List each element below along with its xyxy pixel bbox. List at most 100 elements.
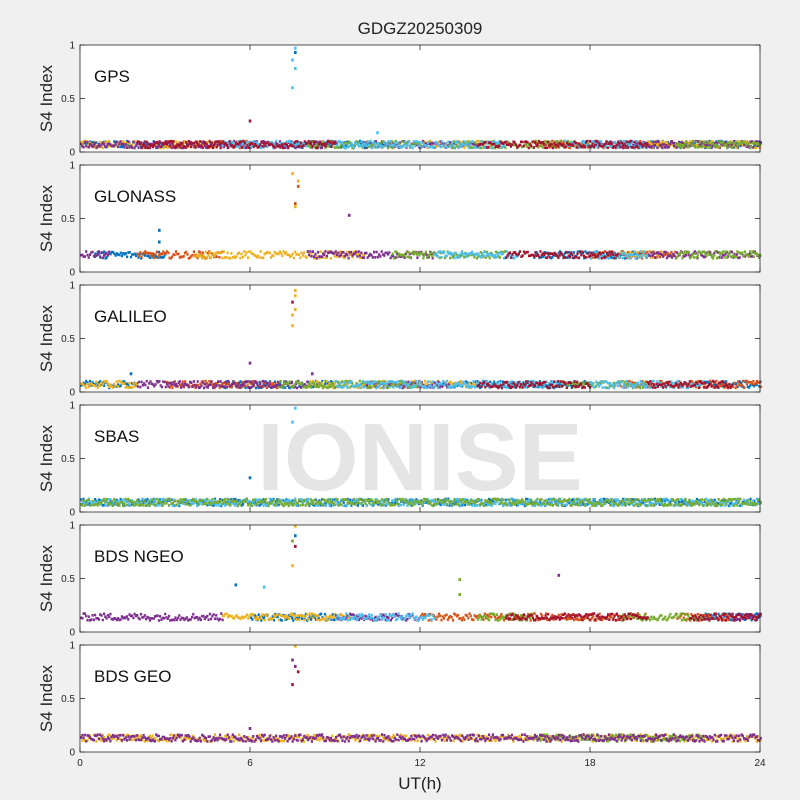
data-point — [129, 372, 133, 376]
y-tick-label: 0 — [69, 268, 75, 279]
x-tick-label: 18 — [584, 758, 596, 769]
data-point — [248, 476, 252, 480]
data-point — [376, 131, 379, 135]
y-tick-label: 0 — [69, 628, 75, 639]
series-trace — [505, 612, 762, 622]
data-point — [294, 202, 297, 205]
panel-label: BDS NGEO — [94, 547, 184, 566]
figure-title: GDGZ20250309 — [358, 19, 483, 38]
y-tick-label: 0 — [69, 388, 75, 399]
data-point — [347, 213, 351, 217]
data-point — [248, 119, 252, 123]
series-trace — [278, 379, 648, 390]
y-tick-label: 1 — [69, 521, 75, 532]
series-trace — [505, 250, 620, 260]
x-tick-label: 12 — [414, 758, 426, 769]
series-trace — [434, 250, 649, 260]
data-point — [296, 670, 300, 674]
x-tick-label: 6 — [247, 758, 253, 769]
data-point — [296, 179, 300, 183]
series-trace — [80, 497, 762, 508]
y-tick-label: 0.5 — [61, 94, 75, 105]
data-point — [294, 288, 297, 292]
panels: 0 0.5 1 S4 Index GPS 0 0.5 1 S4 Index GLONASS 0 0.5… — [37, 41, 763, 759]
data-point — [291, 564, 294, 568]
series-trace — [80, 733, 762, 743]
data-point — [294, 51, 297, 54]
series-trace — [335, 379, 705, 390]
data-point — [291, 683, 294, 687]
y-tick-label: 0.5 — [61, 694, 75, 705]
panel-bds-geo: 0 0.5 1 S4 Index BDS GEO — [37, 641, 762, 759]
data-point — [294, 644, 297, 648]
data-point — [291, 300, 294, 304]
panel-label: SBAS — [94, 427, 139, 446]
data-point — [248, 361, 252, 365]
data-point — [291, 86, 294, 90]
panel-sbas: 0 0.5 1 S4 Index SBAS — [37, 401, 762, 519]
panel-glonass: 0 0.5 1 S4 Index GLONASS — [37, 161, 762, 279]
panel-gps: 0 0.5 1 S4 Index GPS — [37, 41, 763, 159]
x-axis: 0 6 12 18 24 — [77, 758, 766, 769]
panel-label: GLONASS — [94, 187, 176, 206]
plot-area — [80, 285, 760, 392]
data-point — [294, 308, 297, 312]
data-point — [291, 172, 294, 176]
data-point — [294, 664, 297, 668]
y-tick-label: 0 — [69, 148, 75, 159]
data-point — [291, 313, 294, 317]
data-point — [291, 420, 294, 424]
x-axis-label: UT(h) — [398, 774, 441, 793]
series-trace — [476, 379, 733, 390]
x-tick-label: 0 — [77, 758, 83, 769]
data-point — [311, 372, 314, 376]
y-tick-label: 0.5 — [61, 574, 75, 585]
data-point — [158, 228, 161, 232]
data-point — [296, 184, 300, 188]
y-tick-label: 0.5 — [61, 214, 75, 225]
plot-area — [80, 405, 760, 512]
panel-label: GPS — [94, 67, 130, 86]
data-point — [294, 46, 297, 50]
series-trace — [335, 612, 436, 622]
data-point — [291, 658, 294, 662]
data-point — [294, 205, 297, 209]
y-axis-label: S4 Index — [37, 64, 56, 132]
panel-bds-ngeo: 0 0.5 1 S4 Index BDS NGEO — [37, 521, 762, 639]
data-point — [294, 294, 297, 298]
data-point — [458, 593, 461, 596]
y-tick-label: 1 — [69, 41, 75, 52]
y-axis-label: S4 Index — [37, 184, 56, 252]
data-point — [294, 67, 297, 70]
data-point — [294, 524, 297, 528]
data-point — [234, 583, 238, 587]
data-point — [458, 578, 461, 582]
y-tick-label: 1 — [69, 641, 75, 652]
y-tick-label: 0 — [69, 748, 75, 759]
panel-label: GALILEO — [94, 307, 167, 326]
series-trace — [136, 139, 649, 150]
panel-galileo: 0 0.5 1 S4 Index GALILEO — [37, 281, 763, 399]
y-axis-label: S4 Index — [37, 424, 56, 492]
data-point — [248, 727, 252, 730]
series-trace — [94, 250, 648, 260]
panel-label: BDS GEO — [94, 667, 171, 686]
data-point — [158, 240, 161, 244]
data-point — [262, 585, 266, 589]
x-tick-label: 24 — [754, 758, 766, 769]
y-tick-label: 0.5 — [61, 454, 75, 465]
y-tick-label: 1 — [69, 401, 75, 412]
data-point — [294, 544, 297, 548]
y-tick-label: 1 — [69, 281, 75, 292]
y-axis-label: S4 Index — [37, 304, 56, 372]
data-point — [294, 534, 297, 538]
y-tick-label: 1 — [69, 161, 75, 172]
y-tick-label: 0.5 — [61, 334, 75, 345]
data-point — [291, 539, 294, 543]
data-point — [291, 324, 294, 328]
data-point — [557, 573, 561, 577]
data-point — [291, 58, 294, 62]
series-trace — [221, 612, 352, 622]
y-axis-label: S4 Index — [37, 664, 56, 732]
